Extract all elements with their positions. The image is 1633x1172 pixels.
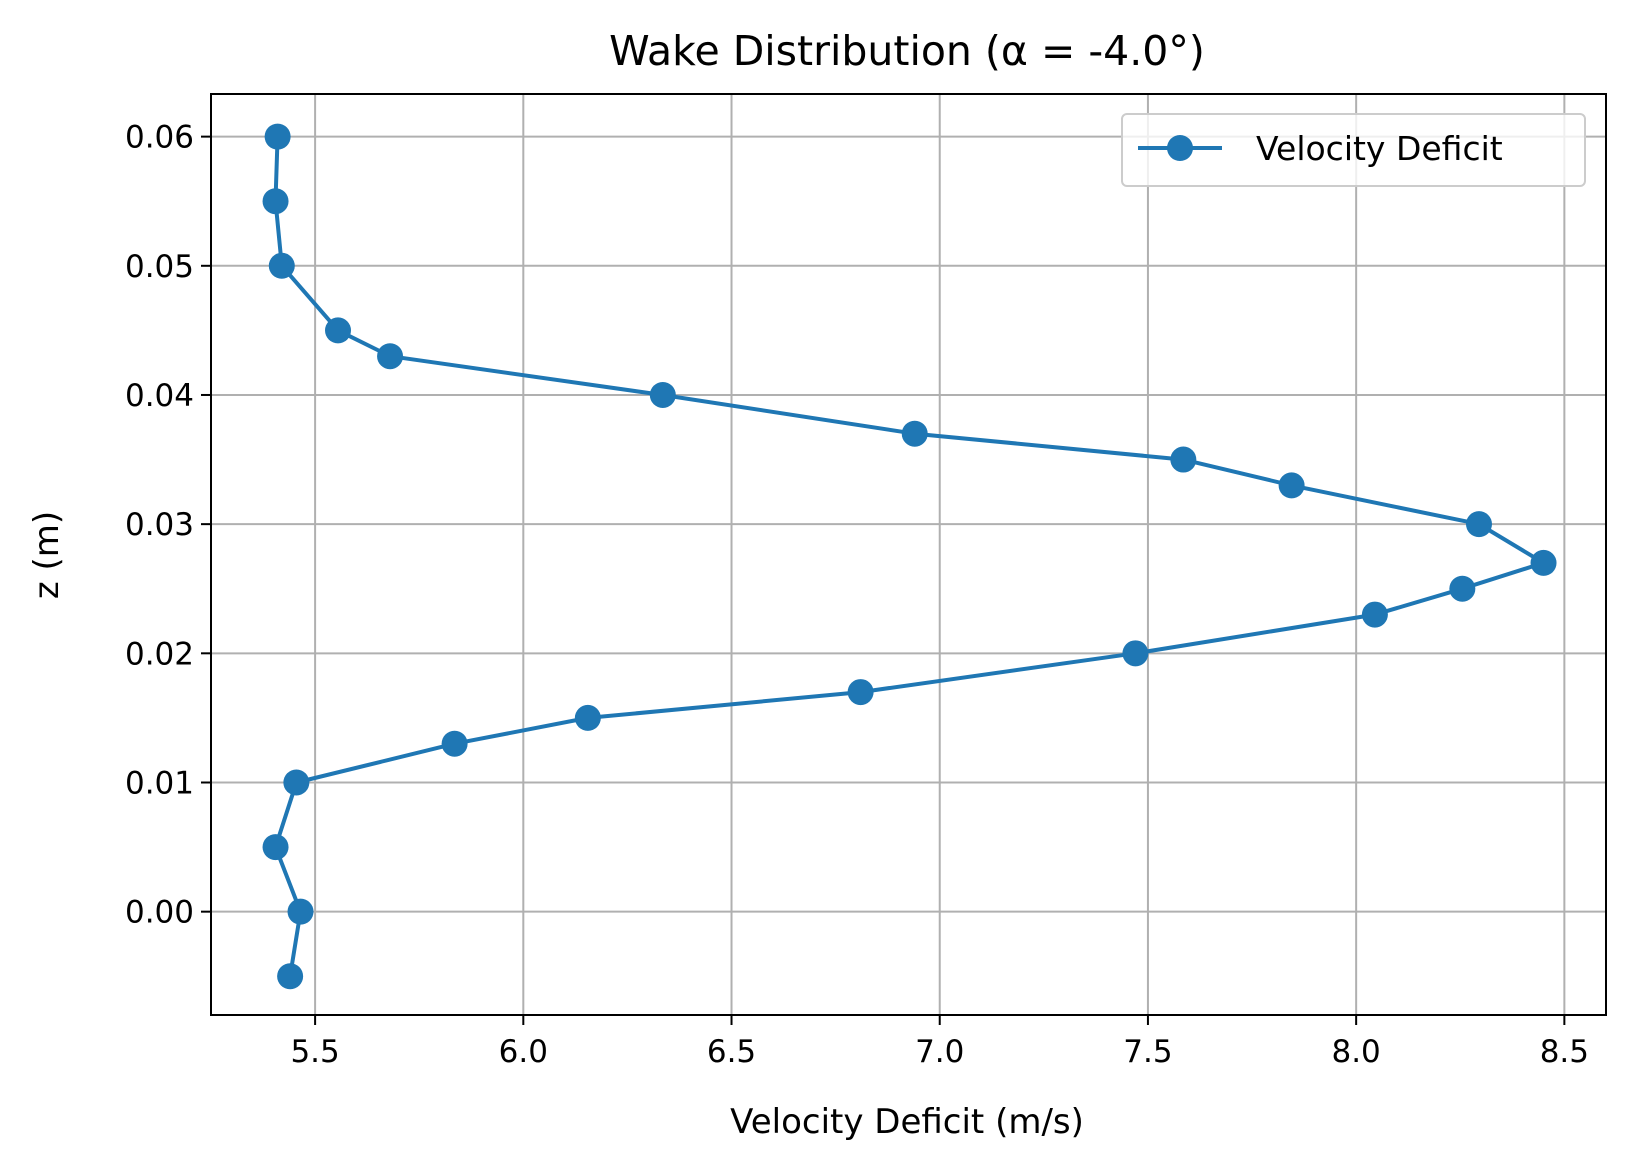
x-axis-label: Velocity Deficit (m/s) bbox=[730, 1102, 1084, 1142]
y-tick-label: 0.03 bbox=[125, 507, 194, 543]
data-point bbox=[262, 834, 289, 861]
data-point bbox=[283, 769, 310, 796]
y-axis-label: z (m) bbox=[27, 511, 67, 599]
grid-lines bbox=[211, 94, 1606, 1015]
axis-ticks: 5.5 6.0 6.5 7.0 7.5 8.0 8.5 0.00 0.01 0.02 0.03 0.0… bbox=[125, 120, 1589, 1070]
data-point bbox=[901, 420, 928, 447]
data-point bbox=[377, 343, 404, 370]
data-point bbox=[1530, 549, 1557, 576]
x-tick-label: 8.5 bbox=[1540, 1034, 1589, 1070]
y-tick-label: 0.05 bbox=[125, 249, 194, 285]
legend-box bbox=[1121, 113, 1586, 187]
x-tick-label: 6.0 bbox=[499, 1034, 548, 1070]
data-point bbox=[268, 252, 295, 279]
data-point bbox=[1122, 640, 1149, 667]
data-point bbox=[1278, 472, 1305, 499]
y-tick-label: 0.04 bbox=[125, 378, 194, 414]
data-point bbox=[287, 898, 314, 925]
plot-frame bbox=[210, 93, 1607, 1016]
legend: Velocity Deficit bbox=[1121, 113, 1586, 187]
data-point bbox=[325, 317, 352, 344]
x-tick-label: 7.5 bbox=[1123, 1034, 1172, 1070]
data-point bbox=[1449, 575, 1476, 602]
data-point bbox=[847, 679, 874, 706]
data-point bbox=[574, 704, 601, 731]
y-tick-label: 0.02 bbox=[125, 636, 194, 672]
legend-label: Velocity Deficit bbox=[1256, 129, 1503, 168]
x-tick-label: 8.0 bbox=[1331, 1034, 1380, 1070]
x-tick-label: 6.5 bbox=[707, 1034, 756, 1070]
data-point bbox=[441, 730, 468, 757]
y-tick-label: 0.00 bbox=[125, 895, 194, 931]
chart-title: Wake Distribution (α = -4.0°) bbox=[609, 27, 1205, 75]
data-point bbox=[1465, 511, 1492, 538]
data-point bbox=[649, 381, 676, 408]
data-point bbox=[277, 963, 304, 990]
x-tick-label: 5.5 bbox=[290, 1034, 339, 1070]
x-tick-label: 7.0 bbox=[915, 1034, 964, 1070]
data-point bbox=[1361, 601, 1388, 628]
y-tick-label: 0.01 bbox=[125, 765, 194, 801]
legend-marker-swatch bbox=[1167, 135, 1193, 161]
y-tick-label: 0.06 bbox=[125, 120, 194, 156]
data-point bbox=[1170, 446, 1197, 473]
data-series bbox=[262, 123, 1557, 990]
data-point bbox=[262, 188, 289, 215]
data-point bbox=[264, 123, 291, 150]
